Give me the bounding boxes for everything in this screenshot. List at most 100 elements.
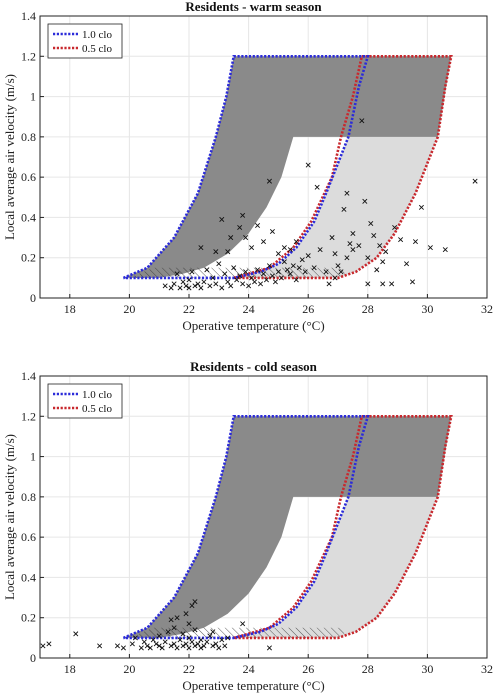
y-tick-label: 1.2 xyxy=(21,49,36,63)
data-point xyxy=(338,269,344,275)
data-point xyxy=(356,243,362,249)
data-point xyxy=(198,285,204,291)
data-point xyxy=(392,224,398,231)
x-tick-label: 22 xyxy=(183,302,195,316)
data-point xyxy=(177,285,183,291)
data-point xyxy=(174,271,180,277)
data-point xyxy=(344,255,350,261)
data-point xyxy=(186,645,192,651)
data-point xyxy=(296,265,302,271)
legend-label: 1.0 clo xyxy=(82,29,112,41)
x-tick-label: 26 xyxy=(302,662,314,676)
data-point xyxy=(189,603,195,609)
data-point xyxy=(216,261,222,267)
data-point xyxy=(255,222,261,229)
data-point xyxy=(347,241,353,247)
data-point xyxy=(275,269,281,275)
data-point xyxy=(225,249,231,255)
data-point xyxy=(156,633,162,639)
data-point xyxy=(335,263,341,269)
data-point xyxy=(114,643,120,649)
data-point xyxy=(207,283,213,289)
comfort-zone-dark xyxy=(123,416,452,638)
data-point xyxy=(255,267,261,273)
data-point xyxy=(159,645,165,651)
data-point xyxy=(266,263,272,269)
data-point xyxy=(189,269,195,275)
legend-box xyxy=(47,23,123,59)
data-point xyxy=(269,273,275,279)
data-point xyxy=(198,245,204,251)
data-point xyxy=(180,279,186,285)
data-point xyxy=(198,645,204,651)
data-point xyxy=(263,277,269,283)
data-point xyxy=(195,641,201,647)
data-point xyxy=(213,249,219,255)
x-tick-label: 24 xyxy=(243,662,255,676)
y-tick-label: 0.4 xyxy=(21,210,36,224)
data-point xyxy=(156,643,162,649)
legend: 1.0 clo 0.5 clo xyxy=(47,23,123,59)
x-tick-label: 22 xyxy=(183,662,195,676)
data-point xyxy=(138,645,144,651)
boundary-0-5-clo xyxy=(233,414,453,640)
data-point xyxy=(186,621,192,627)
data-point xyxy=(243,235,249,241)
data-point xyxy=(269,229,275,235)
data-point xyxy=(222,643,228,649)
data-point xyxy=(377,243,383,249)
data-point xyxy=(192,643,198,649)
legend-label: 0.5 clo xyxy=(82,43,112,55)
data-point xyxy=(240,212,246,218)
data-point xyxy=(237,224,243,231)
data-point xyxy=(281,259,287,265)
y-tick-label: 1 xyxy=(30,450,36,464)
x-axis-label: Operative temperature (°C) xyxy=(182,318,324,333)
data-point xyxy=(186,635,192,641)
data-point xyxy=(293,277,299,283)
data-point xyxy=(201,643,207,649)
data-point xyxy=(144,643,150,649)
data-point xyxy=(234,277,240,283)
x-tick-label: 20 xyxy=(123,662,135,676)
data-point xyxy=(302,269,308,275)
data-point xyxy=(287,271,293,277)
data-point xyxy=(180,631,186,637)
data-point xyxy=(362,198,368,204)
data-point xyxy=(162,639,168,645)
data-point xyxy=(472,178,478,184)
data-point xyxy=(332,275,338,281)
data-point xyxy=(404,261,410,267)
data-point xyxy=(246,283,252,289)
data-point xyxy=(240,281,246,287)
x-tick-label: 18 xyxy=(64,662,76,676)
data-point xyxy=(97,643,103,649)
data-point xyxy=(418,204,424,210)
data-point xyxy=(350,231,356,237)
data-point xyxy=(168,643,174,649)
data-point xyxy=(409,279,416,285)
axes-frame xyxy=(39,15,488,299)
data-point xyxy=(231,265,237,271)
data-point xyxy=(374,267,380,273)
data-point xyxy=(150,637,156,643)
data-point xyxy=(162,283,168,289)
y-tick-label: 0.6 xyxy=(21,530,36,544)
data-point xyxy=(389,281,395,287)
data-point xyxy=(329,235,335,241)
data-point xyxy=(168,285,174,291)
x-tick-label: 24 xyxy=(243,302,255,316)
data-point xyxy=(266,178,272,184)
data-point xyxy=(317,247,323,253)
data-point xyxy=(168,617,174,623)
data-point xyxy=(186,277,192,283)
data-point xyxy=(412,239,418,245)
data-point xyxy=(442,247,448,253)
data-point xyxy=(228,283,234,289)
data-point xyxy=(73,631,79,637)
data-point xyxy=(299,257,305,263)
data-point xyxy=(177,637,183,643)
data-point xyxy=(371,233,377,239)
data-point xyxy=(192,283,198,289)
boundary-1-0-clo xyxy=(122,414,370,640)
